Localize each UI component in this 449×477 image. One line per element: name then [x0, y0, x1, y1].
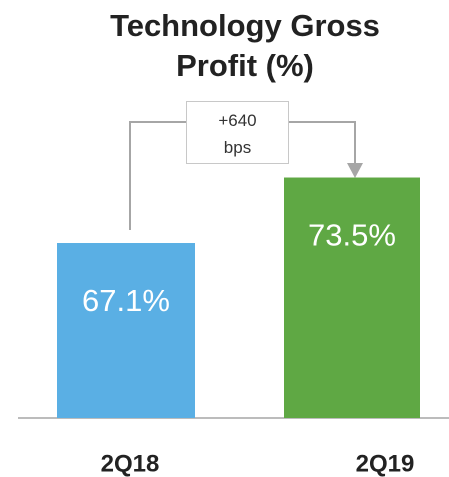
value-label: 73.5% — [308, 218, 396, 253]
annotation: +640 bps — [186, 101, 289, 164]
chart-title: Technology Gross Profit (%) — [110, 8, 380, 83]
bar — [284, 177, 420, 418]
arrowhead — [347, 163, 363, 178]
bar — [57, 243, 195, 418]
x-tick-label: 2Q18 — [101, 450, 160, 477]
x-tick-label: 2Q19 — [356, 450, 415, 477]
value-label: 67.1% — [82, 283, 170, 318]
